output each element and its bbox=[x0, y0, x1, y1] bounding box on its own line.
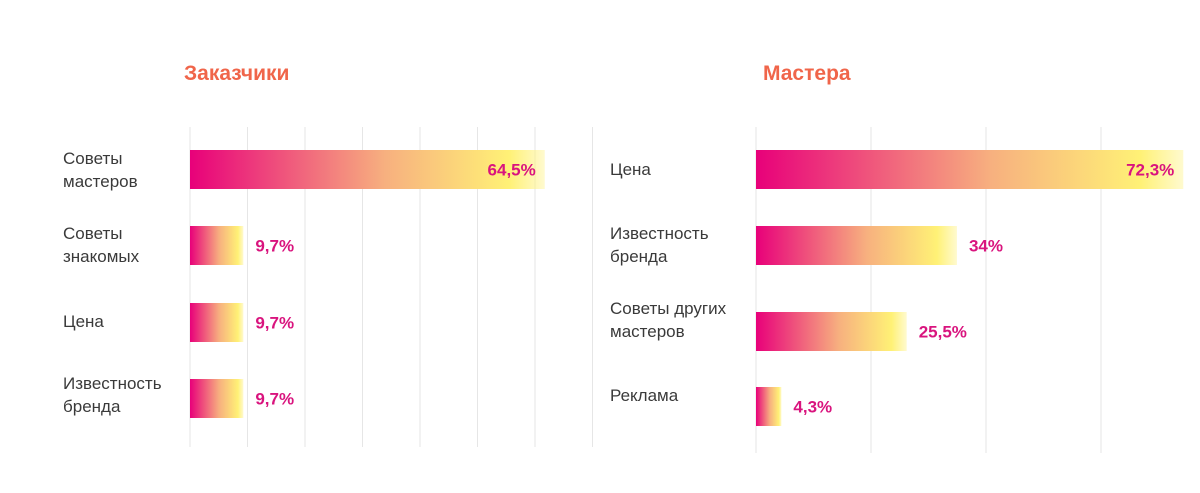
bar-masters-3 bbox=[756, 312, 907, 351]
category-label-masters-3: Советы других мастеров bbox=[610, 299, 727, 341]
category-label-masters-1: Цена bbox=[610, 160, 651, 179]
value-label-customers-4: 9,7% bbox=[255, 390, 294, 409]
value-label-customers-3: 9,7% bbox=[255, 314, 294, 333]
bar-customers-4 bbox=[190, 379, 244, 418]
value-label-masters-1: 72,3% bbox=[1126, 161, 1174, 180]
category-label-customers-1: Советы мастеров bbox=[63, 149, 138, 191]
chart-title-customers: Заказчики bbox=[184, 62, 290, 85]
bar-masters-1 bbox=[756, 150, 1184, 189]
chart-title-masters: Мастера bbox=[763, 62, 851, 85]
bar-masters-2 bbox=[756, 226, 957, 265]
bar-masters-4 bbox=[756, 387, 782, 426]
category-label-customers-4: Известность бренда bbox=[63, 374, 162, 416]
value-label-customers-2: 9,7% bbox=[255, 237, 294, 256]
category-label-customers-3: Цена bbox=[63, 312, 104, 331]
category-label-masters-2: Известность бренда bbox=[610, 224, 709, 266]
category-label-masters-4: Реклама bbox=[610, 386, 679, 405]
value-label-masters-3: 25,5% bbox=[919, 323, 967, 342]
bar-customers-3 bbox=[190, 303, 244, 342]
value-label-masters-2: 34% bbox=[969, 237, 1003, 256]
category-label-customers-2: Советы знакомых bbox=[63, 224, 140, 266]
value-label-customers-1: 64,5% bbox=[488, 161, 536, 180]
value-label-masters-4: 4,3% bbox=[793, 398, 832, 417]
bar-customers-2 bbox=[190, 226, 244, 265]
bar-customers-1 bbox=[190, 150, 545, 189]
